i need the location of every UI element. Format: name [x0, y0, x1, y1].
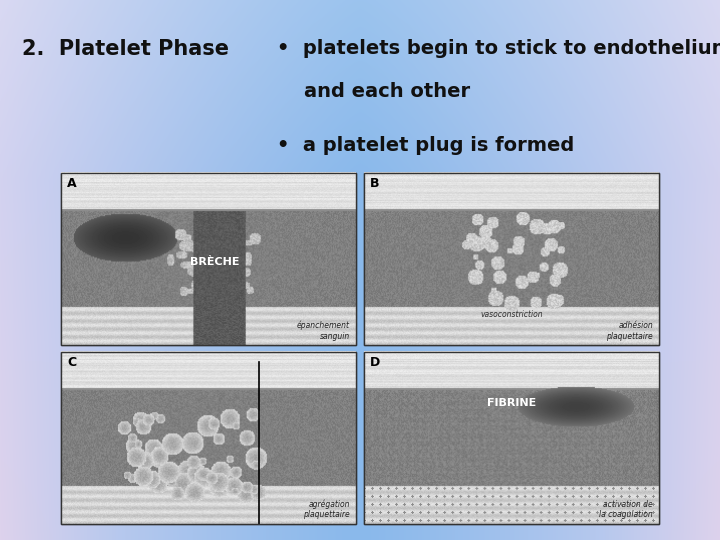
- Bar: [364, 352, 659, 524]
- Text: vasoconstriction: vasoconstriction: [480, 309, 543, 319]
- Text: activation de
la coagulation: activation de la coagulation: [599, 500, 653, 519]
- Text: adhésion
plaquettaire: adhésion plaquettaire: [606, 321, 653, 341]
- Bar: [61, 173, 356, 345]
- Bar: [364, 173, 659, 345]
- Text: B: B: [370, 177, 379, 190]
- Bar: [61, 173, 356, 345]
- Text: FIBRINE: FIBRINE: [487, 398, 536, 408]
- Text: D: D: [370, 356, 380, 369]
- Text: BRÈCHE: BRÈCHE: [189, 258, 239, 267]
- Bar: [364, 173, 659, 345]
- Text: agrégation
plaquettaire: agrégation plaquettaire: [303, 500, 350, 519]
- Text: C: C: [67, 356, 76, 369]
- Bar: [364, 352, 659, 524]
- Text: •  a platelet plug is formed: • a platelet plug is formed: [277, 136, 575, 156]
- Bar: [61, 352, 356, 524]
- Text: and each other: and each other: [277, 82, 470, 102]
- Text: épanchement
sanguin: épanchement sanguin: [297, 321, 350, 341]
- Text: 2.  Platelet Phase: 2. Platelet Phase: [22, 38, 229, 59]
- Text: •  platelets begin to stick to endothelium: • platelets begin to stick to endotheliu…: [277, 39, 720, 58]
- Bar: [61, 352, 356, 524]
- Text: A: A: [67, 177, 76, 190]
